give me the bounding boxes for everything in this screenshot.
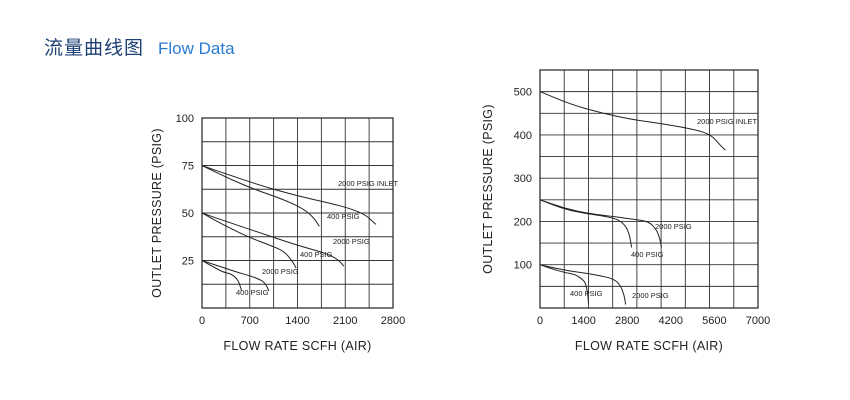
x-tick-label: 1400 [285,315,309,327]
y-tick-label: 100 [514,260,532,272]
y-tick-label: 200 [514,216,532,228]
series-label: 2000 PSIG INLET [697,117,757,126]
chart-left: 0 700 1400 2100 2800 25 50 75 100 FLOW RATE SCFH … [150,113,405,353]
series-line [539,91,726,151]
series-label: 400 PSIG [631,250,664,259]
x-tick-label: 5600 [702,315,726,327]
x-tick-label: 2800 [381,315,405,327]
y-tick-label: 75 [182,161,194,173]
chart-right: 0 1400 2800 4200 5600 7000 100 200 300 400 500 FLOW… [481,69,770,353]
series-label: 400 PSIG [236,288,269,297]
series-label: 2000 PSIG [262,267,299,276]
series-line [201,260,243,292]
x-tick-label: 1400 [571,315,595,327]
series-line [201,212,345,267]
series-label: 400 PSIG [570,289,603,298]
series-line [539,199,662,248]
y-tick-label: 25 [182,256,194,268]
x-tick-label: 2800 [615,315,639,327]
x-tick-label: 2100 [333,315,357,327]
title-english: Flow Data [158,39,235,58]
series-label: 2000 PSIG [655,222,692,231]
series-line [201,165,320,227]
title-chinese: 流量曲线图 [44,37,145,59]
y-axis-label: OUTLET PRESSURE (PSIG) [150,128,164,298]
x-tick-label: 0 [537,315,543,327]
x-tick-label: 4200 [659,315,683,327]
series-line [201,165,377,225]
series-line [201,260,270,292]
series-label: 400 PSIG [300,250,333,259]
y-tick-label: 300 [514,173,532,185]
x-axis-label: FLOW RATE SCFH (AIR) [575,339,723,353]
y-axis-label: OUTLET PRESSURE (PSIG) [481,104,495,274]
y-tick-label: 400 [514,130,532,142]
page-header: 流量曲线图 Flow Data [44,33,235,60]
series-label: 2000 PSIG INLET [338,179,398,188]
x-axis-label: FLOW RATE SCFH (AIR) [223,339,371,353]
y-tick-label: 100 [176,113,194,125]
series-label: 400 PSIG [327,212,360,221]
y-tick-label: 50 [182,208,194,220]
series-line [539,264,627,305]
x-tick-label: 7000 [746,315,770,327]
grid [202,118,393,308]
series-label: 2000 PSIG [333,237,370,246]
grid [540,70,758,308]
series-line [539,199,633,248]
series-line [539,264,590,304]
x-tick-label: 0 [199,315,205,327]
y-tick-label: 500 [514,87,532,99]
series-label: 2000 PSIG [632,291,669,300]
plot-frame [539,69,759,309]
series-line [201,212,297,269]
x-tick-label: 700 [241,315,259,327]
